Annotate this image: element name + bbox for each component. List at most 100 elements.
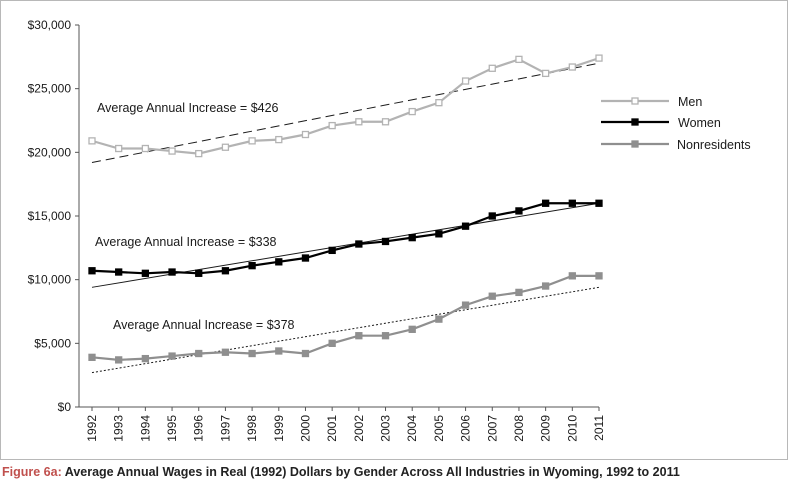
data-point-nonresidents xyxy=(515,288,523,297)
data-point-nonresidents xyxy=(115,356,123,364)
data-point-women xyxy=(301,254,310,262)
x-tick-label: 1996 xyxy=(192,415,206,442)
data-point-women xyxy=(275,258,283,266)
data-point-nonresidents xyxy=(141,354,150,363)
data-point-men xyxy=(355,118,363,126)
y-tick-label: $30,000 xyxy=(28,18,72,32)
data-point-men xyxy=(141,144,150,153)
data-point-women xyxy=(168,268,176,276)
x-tick-label: 2002 xyxy=(352,415,366,442)
figure-caption: Figure 6a: Average Annual Wages in Real … xyxy=(2,465,680,479)
trendline-men xyxy=(91,62,600,164)
y-tick-label: $20,000 xyxy=(28,145,72,159)
x-tick-label: 1995 xyxy=(165,415,179,442)
data-point-nonresidents xyxy=(248,349,256,358)
data-point-men xyxy=(115,144,123,153)
data-point-men xyxy=(301,130,310,139)
data-point-women xyxy=(88,267,96,275)
data-point-women xyxy=(461,222,470,230)
series-line-nonresidents xyxy=(91,274,599,361)
data-point-women xyxy=(515,207,523,215)
data-point-nonresidents xyxy=(488,292,496,300)
x-tick-label: 1994 xyxy=(138,415,152,442)
annotation-men: Average Annual Increase = $426 xyxy=(97,101,279,115)
series-group xyxy=(88,54,603,364)
data-point-men xyxy=(568,63,576,71)
x-tick-label: 1998 xyxy=(245,415,259,442)
line-chart: $0 $5,000 $10,000 $15,000 $20,000 $25,000 $30,… xyxy=(28,18,751,442)
data-point-women xyxy=(221,267,230,275)
data-point-women xyxy=(115,268,123,276)
series-nonresidents xyxy=(88,272,603,364)
series-line-men xyxy=(91,57,600,155)
data-point-men xyxy=(541,69,550,78)
data-point-men xyxy=(461,77,470,85)
x-tick-label: 2006 xyxy=(459,415,473,442)
data-point-nonresidents xyxy=(168,352,176,360)
legend-marker-women xyxy=(631,118,639,126)
data-point-men xyxy=(595,54,603,62)
legend: Men Women Nonresidents xyxy=(601,95,751,152)
data-point-men xyxy=(248,137,256,145)
data-point-women xyxy=(488,212,496,220)
data-point-men xyxy=(195,149,203,158)
data-point-men xyxy=(381,118,390,126)
data-point-nonresidents xyxy=(408,325,416,333)
x-tick-label: 2005 xyxy=(432,415,446,442)
legend-label-men: Men xyxy=(678,95,702,109)
x-tick-label: 2007 xyxy=(485,415,499,442)
chart-frame: $0 $5,000 $10,000 $15,000 $20,000 $25,000 $30,… xyxy=(0,0,788,460)
series-women xyxy=(88,199,603,277)
annotation-women: Average Annual Increase = $338 xyxy=(95,235,277,249)
annotations: Average Annual Increase = $426 Average An… xyxy=(95,101,295,332)
data-point-men xyxy=(168,147,176,155)
x-tick-label: 2001 xyxy=(325,415,339,442)
y-tick-label: $0 xyxy=(58,400,72,414)
legend-label-women: Women xyxy=(678,116,721,130)
data-point-nonresidents xyxy=(195,349,203,358)
data-point-nonresidents xyxy=(568,272,576,280)
data-point-nonresidents xyxy=(541,282,550,290)
x-tick-label: 2008 xyxy=(512,415,526,442)
y-tick-label: $10,000 xyxy=(28,273,72,287)
data-point-nonresidents xyxy=(221,348,230,356)
x-tick-label: 1992 xyxy=(85,415,99,442)
figure-label: Figure 6a: xyxy=(2,465,62,479)
series-line-women xyxy=(91,202,599,275)
data-point-nonresidents xyxy=(88,353,96,361)
data-point-men xyxy=(435,99,443,107)
series-men xyxy=(88,54,603,158)
data-point-nonresidents xyxy=(301,349,310,358)
data-point-nonresidents xyxy=(595,272,603,280)
y-tick-label: $5,000 xyxy=(34,336,71,350)
data-point-nonresidents xyxy=(461,301,470,309)
data-point-women xyxy=(541,199,550,207)
data-point-men xyxy=(408,107,416,116)
annotation-nonresidents: Average Annual Increase = $378 xyxy=(113,318,295,332)
data-point-women xyxy=(408,233,416,242)
data-point-nonresidents xyxy=(355,332,363,340)
data-point-women xyxy=(195,269,203,277)
data-point-women xyxy=(141,269,150,277)
x-tick-label: 1999 xyxy=(272,415,286,442)
y-tick-label: $25,000 xyxy=(28,82,72,96)
legend-label-nonresidents: Nonresidents xyxy=(677,138,751,152)
data-point-women xyxy=(381,237,390,246)
trendline-nonresidents xyxy=(91,286,600,374)
x-tick-label: 2011 xyxy=(592,415,606,441)
x-tick-label: 1993 xyxy=(112,415,126,442)
data-point-women xyxy=(328,246,336,255)
data-point-men xyxy=(221,143,230,151)
data-point-nonresidents xyxy=(381,332,390,340)
x-tick-label: 2004 xyxy=(405,415,419,442)
data-point-women xyxy=(355,240,363,248)
axes: $0 $5,000 $10,000 $15,000 $20,000 $25,000 $30,… xyxy=(28,18,606,442)
figure-caption-text: Average Annual Wages in Real (1992) Doll… xyxy=(64,465,680,479)
data-point-men xyxy=(488,64,496,72)
data-point-men xyxy=(275,135,283,144)
legend-marker-men xyxy=(631,97,639,105)
x-tick-label: 1997 xyxy=(218,415,232,442)
data-point-women xyxy=(595,199,603,207)
x-tick-label: 2000 xyxy=(298,415,312,442)
data-point-nonresidents xyxy=(275,347,283,355)
